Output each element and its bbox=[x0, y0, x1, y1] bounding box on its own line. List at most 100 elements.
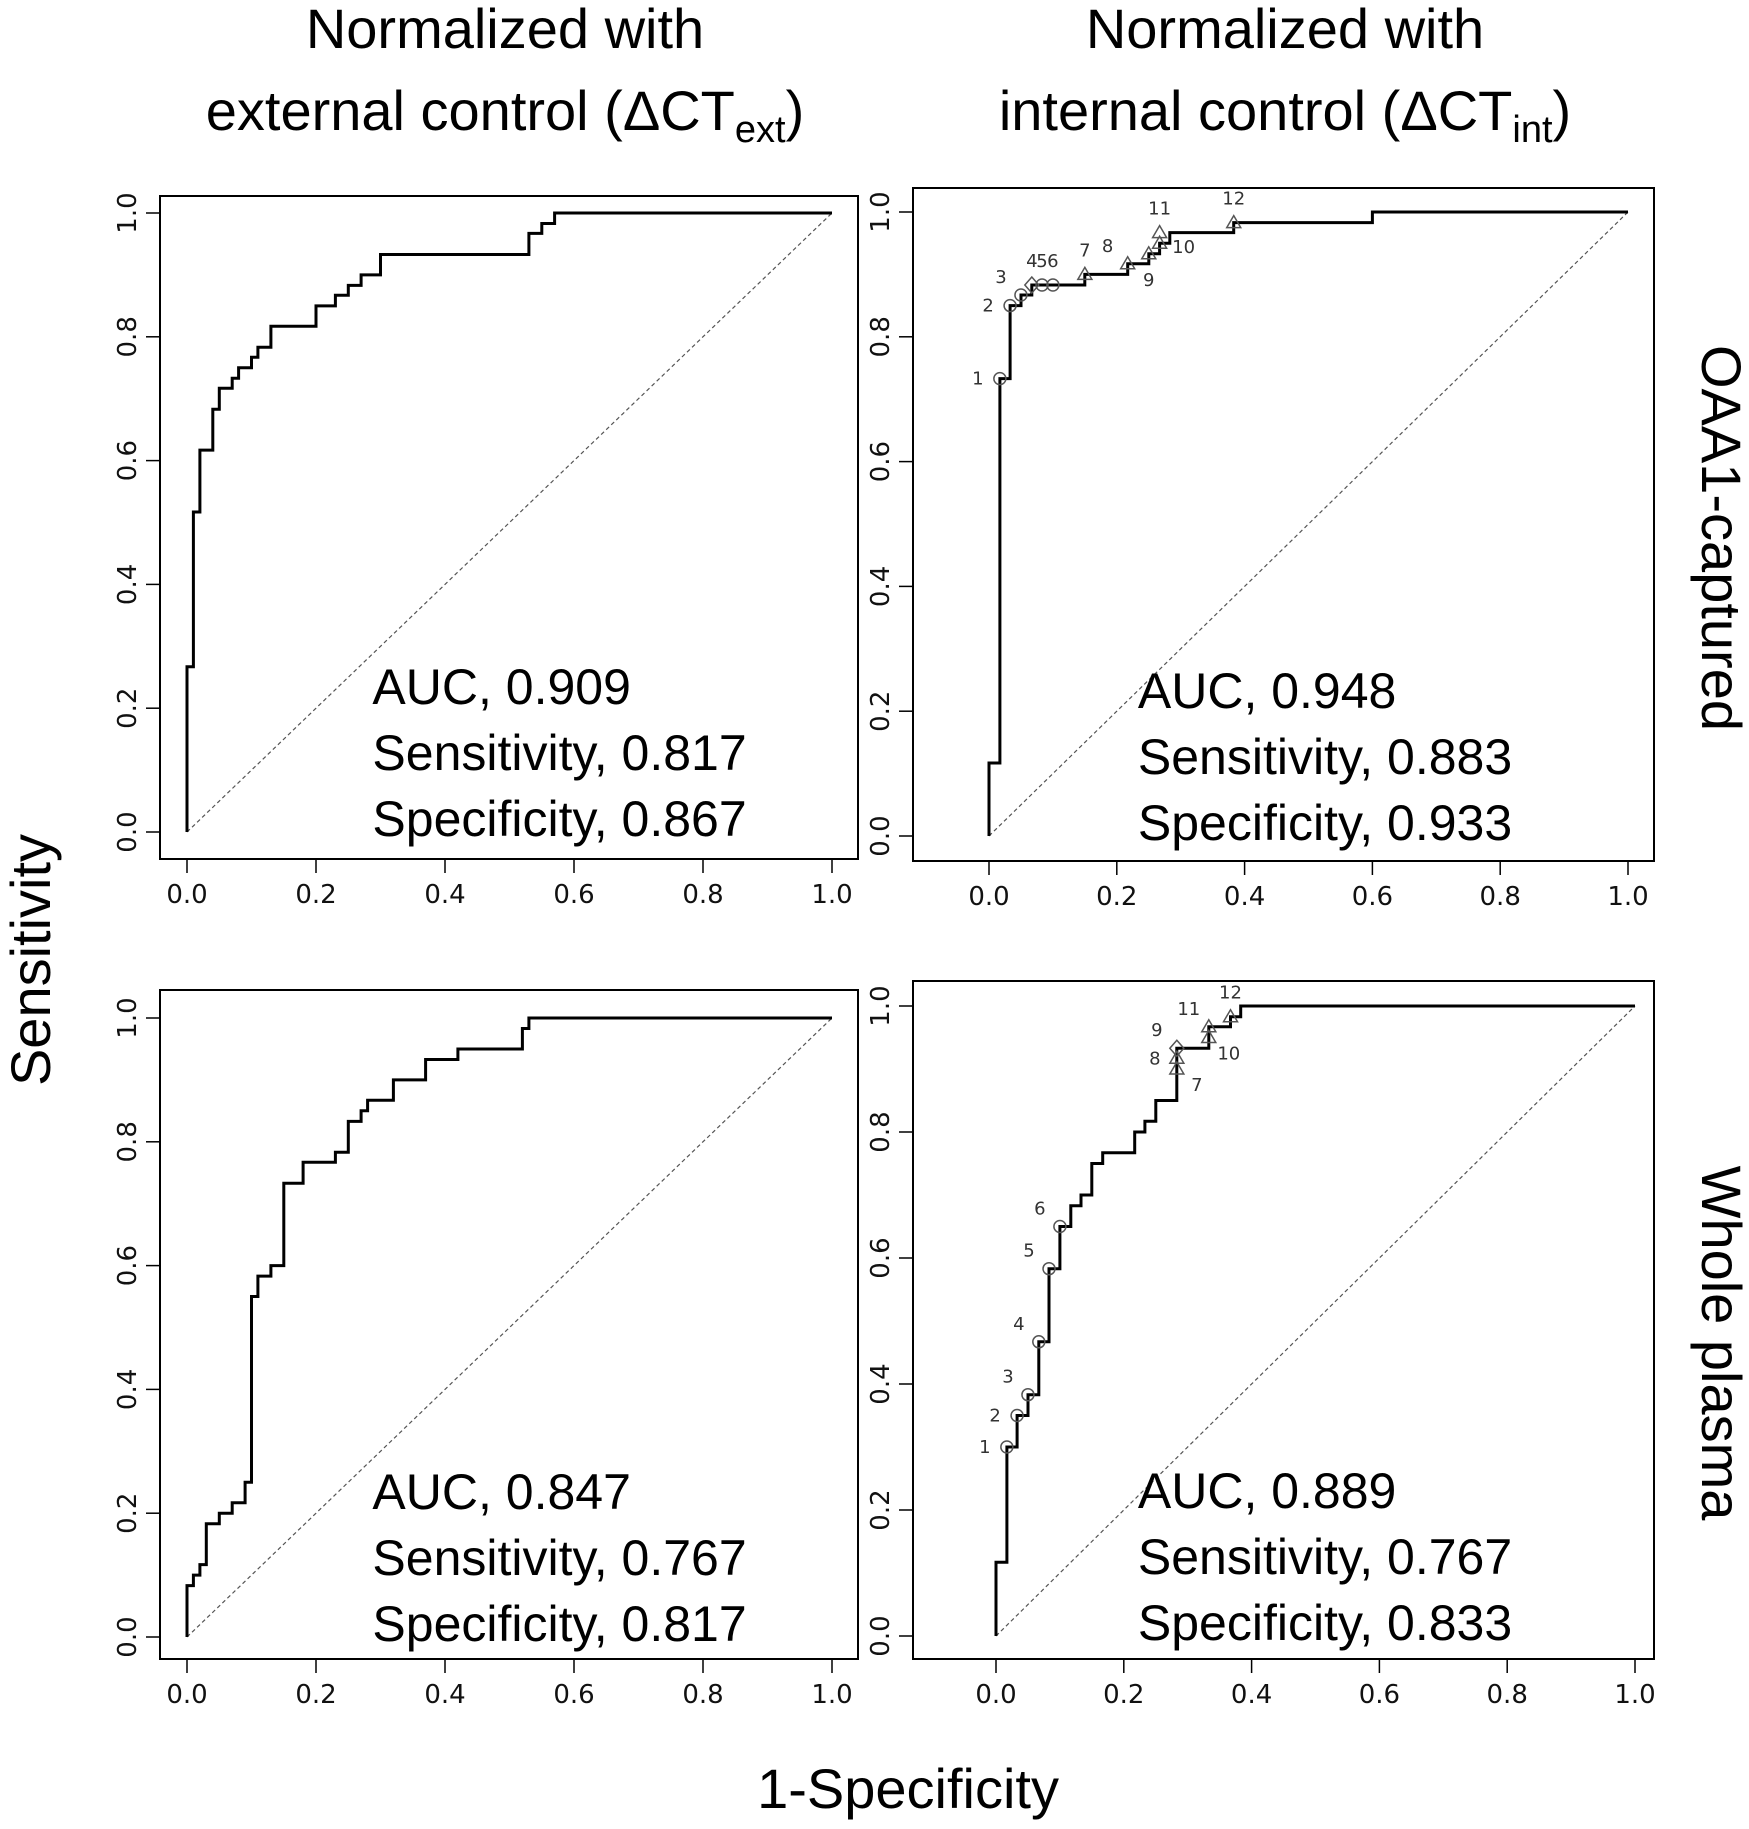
triangle-marker bbox=[1140, 245, 1158, 260]
y-tick-label: 1.0 bbox=[113, 192, 143, 233]
stats-line: AUC, 0.909 bbox=[372, 659, 630, 715]
marker-label: 10 bbox=[1172, 237, 1195, 258]
y-tick-label: 0.4 bbox=[866, 1363, 896, 1404]
x-tick-label: 0.8 bbox=[682, 1680, 723, 1710]
stats-line: AUC, 0.889 bbox=[1138, 1463, 1396, 1519]
x-tick-label: 0.8 bbox=[682, 880, 723, 910]
x-tick-label: 0.2 bbox=[295, 880, 336, 910]
col-title-left-suffix: ) bbox=[786, 79, 805, 142]
triangle-marker bbox=[1200, 1018, 1218, 1033]
y-tick-label: 0.2 bbox=[113, 1493, 143, 1534]
triangle-marker bbox=[1200, 1029, 1218, 1044]
stats-line: Specificity, 0.933 bbox=[1138, 795, 1512, 851]
y-tick-label: 0.4 bbox=[113, 564, 143, 605]
col-title-right-suffix: ) bbox=[1553, 79, 1572, 142]
marker-label: 5 bbox=[1036, 251, 1047, 272]
triangle-marker bbox=[1168, 1049, 1186, 1065]
marker-label: 3 bbox=[995, 267, 1006, 288]
marker-label: 12 bbox=[1222, 189, 1245, 210]
row-title-top: OAA1-captured bbox=[1690, 345, 1749, 731]
x-axis-label: 1-Specificity bbox=[757, 1757, 1059, 1820]
y-tick-label: 1.0 bbox=[866, 985, 896, 1026]
x-tick-label: 0.0 bbox=[975, 1680, 1016, 1710]
marker-label: 4 bbox=[1026, 251, 1037, 272]
circle-marker bbox=[1032, 1335, 1046, 1349]
circle-marker bbox=[1014, 288, 1028, 302]
x-tick-label: 0.6 bbox=[1359, 1680, 1400, 1710]
y-axis-label: Sensitivity bbox=[0, 834, 62, 1086]
marker-label: 9 bbox=[1143, 270, 1154, 291]
roc-curve bbox=[994, 1004, 1635, 1636]
col-title-right-line2: internal control (ΔCTint) bbox=[999, 79, 1571, 151]
circle-marker bbox=[1035, 278, 1049, 292]
stats-line: Sensitivity, 0.883 bbox=[1138, 729, 1512, 785]
x-tick-label: 0.6 bbox=[1352, 882, 1393, 912]
x-tick-label: 1.0 bbox=[811, 880, 852, 910]
roc-panel-oaa1-int: 0.00.00.20.20.40.40.60.60.80.81.01.01234… bbox=[866, 187, 1655, 912]
circle-marker bbox=[1000, 1440, 1014, 1454]
x-tick-label: 0.2 bbox=[1096, 882, 1137, 912]
x-tick-label: 0.0 bbox=[968, 882, 1009, 912]
marker-label: 1 bbox=[972, 369, 983, 390]
marker-label: 8 bbox=[1149, 1048, 1160, 1069]
stats-line: Sensitivity, 0.767 bbox=[1138, 1529, 1512, 1585]
triangle-marker bbox=[1222, 1008, 1239, 1023]
circle-marker bbox=[1053, 1219, 1067, 1234]
marker-label: 4 bbox=[1013, 1314, 1024, 1335]
marker-label: 12 bbox=[1219, 983, 1242, 1004]
x-tick-label: 0.2 bbox=[1103, 1680, 1144, 1710]
x-tick-label: 0.2 bbox=[295, 1680, 336, 1710]
col-title-left-sub: ext bbox=[735, 109, 786, 151]
row-title-bottom: Whole plasma bbox=[1690, 1166, 1749, 1522]
y-tick-label: 0.6 bbox=[113, 1245, 143, 1286]
stats-line: Specificity, 0.867 bbox=[372, 791, 746, 847]
stats-line: AUC, 0.847 bbox=[372, 1464, 630, 1520]
marker-label: 8 bbox=[1102, 236, 1113, 257]
y-tick-label: 0.6 bbox=[866, 441, 896, 482]
marker-label: 1 bbox=[979, 1437, 990, 1458]
y-tick-label: 0.6 bbox=[113, 440, 143, 481]
circle-marker bbox=[1042, 1261, 1056, 1276]
x-tick-label: 0.4 bbox=[424, 880, 465, 910]
marker-label: 5 bbox=[1023, 1241, 1034, 1262]
roc-panel-oaa1-ext: 0.0 0.0 0.2 0.2 0.4 0.4 0.6 0.6 0.8 0.8 1.0 1.0 AUC,… bbox=[113, 192, 859, 910]
circle-marker bbox=[1046, 278, 1060, 292]
stats-line: Specificity, 0.833 bbox=[1138, 1595, 1512, 1651]
stats-line: Sensitivity, 0.767 bbox=[372, 1530, 746, 1586]
x-tick-label: 0.6 bbox=[553, 1680, 594, 1710]
y-tick-label: 0.6 bbox=[866, 1237, 896, 1278]
triangle-marker bbox=[1151, 224, 1168, 239]
triangle-marker bbox=[1151, 234, 1168, 249]
marker-label: 7 bbox=[1191, 1075, 1202, 1096]
triangle-marker bbox=[1225, 214, 1243, 229]
x-tick-label: 0.0 bbox=[166, 1680, 207, 1710]
circle-marker bbox=[1010, 1408, 1024, 1423]
diagonal-reference-line bbox=[186, 1017, 833, 1638]
col-title-left-prefix: external control (ΔCT bbox=[206, 79, 735, 142]
triangle-marker bbox=[1119, 255, 1136, 270]
y-tick-label: 0.4 bbox=[866, 566, 896, 607]
roc-curve bbox=[987, 210, 1628, 836]
col-title-right-sub: int bbox=[1512, 109, 1553, 151]
triangle-marker bbox=[1168, 1060, 1186, 1075]
panels: 0.0 0.0 0.2 0.2 0.4 0.4 0.6 0.6 0.8 0.8 1.0 1.0 AUC,… bbox=[113, 187, 1656, 1710]
marker-label: 10 bbox=[1217, 1044, 1240, 1065]
diagonal-reference-line bbox=[995, 1005, 1636, 1637]
marker-label: 6 bbox=[1047, 251, 1058, 272]
y-tick-label: 0.8 bbox=[113, 1121, 143, 1162]
marker-label: 9 bbox=[1151, 1020, 1162, 1041]
roc-panel-plasma-int: 0.00.00.20.20.40.40.60.60.80.81.01.01234… bbox=[866, 980, 1656, 1710]
circle-marker bbox=[1003, 298, 1017, 313]
circle-marker bbox=[1021, 1387, 1035, 1402]
y-tick-label: 0.0 bbox=[113, 1616, 143, 1657]
y-tick-label: 0.2 bbox=[866, 1489, 896, 1530]
x-tick-label: 1.0 bbox=[1607, 882, 1648, 912]
x-tick-label: 0.0 bbox=[166, 880, 207, 910]
y-tick-label: 0.4 bbox=[113, 1369, 143, 1410]
marker-label: 11 bbox=[1148, 199, 1171, 220]
x-tick-label: 0.8 bbox=[1480, 882, 1521, 912]
col-title-left-line2: external control (ΔCText) bbox=[206, 79, 805, 151]
col-title-left-line1: Normalized with bbox=[306, 0, 704, 60]
x-tick-label: 0.6 bbox=[553, 880, 594, 910]
y-tick-label: 0.8 bbox=[113, 316, 143, 357]
